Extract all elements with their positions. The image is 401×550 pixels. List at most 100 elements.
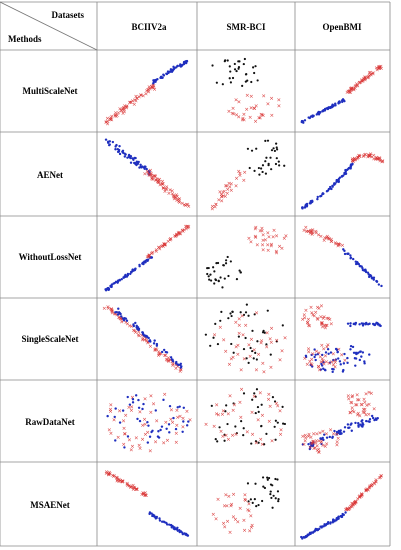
point-class-b [309,200,312,204]
point-class-a: × [355,412,360,418]
scatter-cell-withoutlossnet-bciiv2a: ××××××××××××××××××××××××××××××××××××××××… [104,224,191,292]
point-class-b [126,272,130,276]
methods-header-label: Methods [8,34,42,44]
point-class-b [331,521,335,524]
point-class-b [175,527,178,531]
point-class-b [171,360,175,363]
point-class-b [335,178,338,182]
point-class-a: × [353,499,358,505]
point-class-a: × [110,309,115,315]
point-class-a: × [337,242,342,248]
point-class-a: × [141,491,146,497]
point-class-b [141,165,144,168]
point-class-a: × [313,310,318,316]
point-class-a: × [260,113,265,119]
point-class-b [175,66,178,69]
point-class-a: × [243,323,248,329]
point-class-a: × [120,478,125,484]
point-class-b [349,344,353,348]
point-class-a: × [227,181,232,187]
point-class-c [283,164,286,167]
point-class-a: × [376,65,381,71]
point-class-b [146,441,150,444]
point-class-a: × [324,236,329,242]
point-class-b [354,321,358,325]
point-class-b [323,433,326,436]
point-class-c [212,266,215,269]
point-class-a: × [253,119,258,125]
point-class-a: × [168,357,173,363]
point-class-b [114,439,117,442]
point-class-a: × [108,117,113,123]
point-class-a: × [131,483,136,489]
point-class-a: × [142,493,147,499]
point-class-a: × [325,316,330,322]
point-class-a: × [322,315,327,321]
point-class-b [309,363,312,367]
point-class-b [302,536,305,539]
point-class-a: × [253,234,258,240]
point-class-a: × [107,473,112,479]
point-class-a: × [331,432,336,438]
point-class-b [169,356,173,359]
point-class-a: × [327,361,332,367]
point-class-a: × [241,332,246,338]
point-class-c [210,279,213,282]
point-class-a: × [216,197,221,203]
point-class-a: × [377,66,382,72]
point-class-a: × [254,311,259,317]
point-class-a: × [121,479,126,485]
point-class-a: × [319,234,324,240]
point-class-a: × [119,108,124,114]
point-class-a: × [149,173,154,179]
point-class-a: × [142,417,147,423]
point-class-c [274,162,278,166]
point-class-a: × [231,106,236,112]
point-class-a: × [113,113,118,119]
point-class-b [170,69,173,73]
point-class-a: × [168,237,173,243]
point-class-a: × [229,182,234,188]
point-class-c [274,497,277,500]
point-class-a: × [275,403,280,409]
point-class-c [222,264,225,267]
point-class-a: × [267,235,272,241]
point-class-a: × [110,309,115,315]
point-class-a: × [310,440,315,446]
point-class-a: × [308,231,313,237]
point-class-a: × [132,486,137,492]
point-class-a: × [176,199,181,205]
point-class-a: × [349,87,354,93]
point-class-a: × [108,403,113,409]
point-class-a: × [377,157,382,163]
point-class-b [306,533,309,536]
point-class-a: × [353,501,358,507]
point-class-a: × [243,497,248,503]
point-class-c [273,149,277,153]
scatter-cell-singlescalenet-openbmi: ×××××××× × ×××× ×××××××× ×× ×××××××××××××××××… [300,304,382,374]
point-class-c [223,433,226,436]
point-class-b [310,353,313,357]
point-class-c [229,260,232,263]
point-class-b [368,418,372,421]
point-class-b [120,315,123,318]
point-class-c [234,425,237,428]
point-class-a: × [336,243,341,249]
point-class-a: × [336,242,341,248]
point-class-c [230,314,233,318]
point-class-b [316,112,319,115]
point-class-b [159,428,162,432]
point-class-a: × [162,243,167,249]
point-class-c [253,498,256,501]
point-class-a: × [371,153,376,159]
point-class-a: × [236,343,241,349]
point-class-a: × [157,351,162,357]
point-class-a: × [140,337,145,343]
point-class-a: × [367,71,372,77]
point-class-a: × [366,412,371,418]
point-class-a: × [239,367,244,373]
point-class-a: × [172,234,177,240]
point-class-c [253,392,256,395]
point-class-a: × [242,178,247,184]
point-class-a: × [229,502,234,508]
